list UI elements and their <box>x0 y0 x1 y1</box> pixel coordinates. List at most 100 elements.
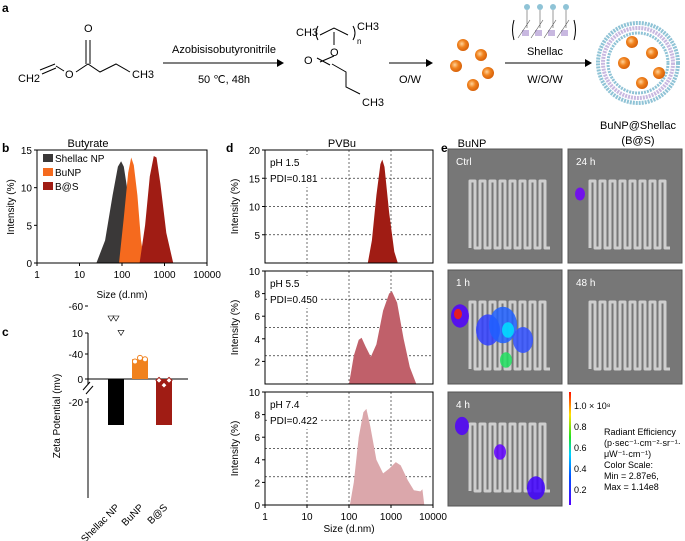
label-bg <box>268 276 320 308</box>
category-label: B@S <box>146 502 171 527</box>
legend-swatch <box>43 168 53 176</box>
distribution-area-b-1 <box>119 157 145 263</box>
x-tick-label: 1000 <box>380 512 403 523</box>
step1-reagent: Azobisisobutyronitrile <box>172 44 276 56</box>
plot-frame <box>264 270 434 385</box>
y-tick-label: 15 <box>249 174 261 185</box>
step2-label: O/W <box>399 74 422 86</box>
panel-letter-d: d <box>226 141 233 155</box>
legend-label: Shellac NP <box>55 154 105 165</box>
panel-e-images: Ctrl 24 h 1 h 48 h 4 h 1.0 × 10⁸ 0.8 0.6 0.4 0.2 R… <box>447 148 683 507</box>
panel-letter-e: e <box>441 141 448 155</box>
y-tick-label: 20 <box>249 146 261 157</box>
ivis-image-4h: 4 h <box>447 391 563 507</box>
ivis-image-24h: 24 h <box>567 148 683 264</box>
distribution-area-d-2 <box>349 408 425 505</box>
x-axis-label: Size (d.nm) <box>96 290 147 301</box>
ivis-image-1h: 1 h <box>447 269 563 385</box>
bs-label: BuNP@Shellac <box>600 120 676 132</box>
colorbar-title-line: Color Scale: <box>604 460 653 470</box>
colorbar-title-line: μW⁻¹·cm⁻¹) <box>604 449 651 459</box>
ph-label: pH 1.5 <box>270 158 300 169</box>
panel-b-chart: 1 10 100 1000 10000 0 5 10 15 Size (d.nm) Intensit… <box>6 146 221 301</box>
y-tick-label: 10 <box>249 267 261 278</box>
x-tick-label: 10000 <box>419 512 447 523</box>
y-axis-label: Intensity (%) <box>6 179 17 235</box>
data-point <box>142 356 148 363</box>
time-label: 4 h <box>456 400 470 411</box>
panel-a: a CH2 O O CH3 Butyrate Azobisisobutyroni… <box>2 1 680 150</box>
ph-label: pH 5.5 <box>270 279 300 290</box>
fluorescence-signal <box>500 352 512 368</box>
y-tick-label: 10 <box>72 329 84 340</box>
axis-break-icon <box>82 381 94 395</box>
y-tick-label: 15 <box>21 146 33 157</box>
pvbu-structure <box>315 25 361 95</box>
ivis-image-Ctrl: Ctrl <box>447 148 563 264</box>
label-bg <box>268 397 320 429</box>
fluorescence-signal <box>455 416 469 436</box>
intestine-tissue <box>468 179 550 250</box>
bunp-label: BuNP <box>458 138 487 150</box>
x-tick-label: 10 <box>74 270 86 281</box>
y-tick-label: 6 <box>254 433 260 444</box>
y-tick-label: 10 <box>249 203 261 214</box>
time-label: 1 h <box>456 278 470 289</box>
y-tick-label: 8 <box>254 290 260 301</box>
data-point <box>107 315 115 322</box>
data-point <box>137 354 143 361</box>
fluorescence-signal <box>454 308 462 320</box>
colorbar-tick-label: 0.8 <box>574 422 587 432</box>
y-tick-label: 0 <box>254 501 260 512</box>
chem-ch3: CH3 <box>296 27 318 39</box>
panel-letter-c: c <box>2 325 9 339</box>
legend-swatch <box>43 154 53 162</box>
y-tick-label: 4 <box>254 456 260 467</box>
time-label: 24 h <box>576 157 595 168</box>
y-tick-label: 2 <box>254 357 260 368</box>
step3-reagent: Shellac <box>527 46 564 58</box>
category-label: BuNP <box>120 502 146 528</box>
y-tick-label: -60 <box>69 302 84 313</box>
shellac-structure <box>512 4 576 41</box>
arrow-head <box>277 59 284 67</box>
arrow-head <box>426 59 433 67</box>
data-point <box>160 381 168 389</box>
arrow-head <box>585 59 592 67</box>
x-tick-label: 100 <box>341 512 358 523</box>
distribution-area-d-1 <box>349 291 417 384</box>
time-label: Ctrl <box>456 157 472 168</box>
colorbar-title-line: Radiant Efficiency <box>604 427 676 437</box>
category-label: Shellac NP <box>79 502 122 541</box>
x-tick-label: 1 <box>34 270 40 281</box>
y-tick-label: 10 <box>249 388 261 399</box>
data-point <box>117 330 125 336</box>
fluorescence-signal <box>527 476 545 500</box>
distribution-area-d-0 <box>367 159 398 263</box>
butyrate-structure <box>39 40 131 75</box>
y-tick-label: 10 <box>21 184 33 195</box>
y-tick-label: 8 <box>254 411 260 422</box>
y-tick-label: 4 <box>254 335 260 346</box>
ivis-image-48h: 48 h <box>567 269 683 385</box>
ph-label: pH 7.4 <box>270 400 300 411</box>
pdi-label: PDI=0.181 <box>270 174 318 185</box>
y-tick-label: -40 <box>69 350 84 361</box>
y-axis-label: Intensity (%) <box>230 300 241 356</box>
x-axis-label: Size (d.nm) <box>323 524 374 535</box>
chem-o: O <box>84 23 93 35</box>
fluorescence-signal <box>513 327 533 353</box>
panel-letter-a: a <box>2 1 9 15</box>
data-point <box>132 358 138 365</box>
intestine-tissue <box>588 300 670 371</box>
y-axis-label: Intensity (%) <box>230 421 241 477</box>
intestine-tissue <box>468 300 550 371</box>
distribution-area-b-2 <box>139 156 174 263</box>
colorbar-tick-label: 1.0 × 10⁸ <box>574 401 611 411</box>
intestine-tissue <box>588 179 670 250</box>
chem-o: O <box>65 69 74 81</box>
